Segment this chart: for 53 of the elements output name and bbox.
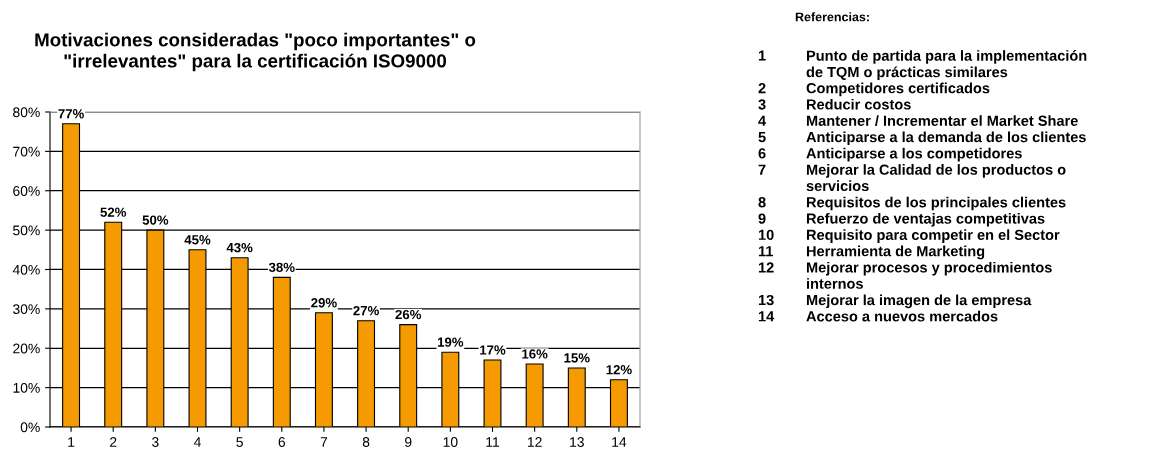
- y-tick-label: 50%: [13, 225, 40, 236]
- text: 8 Requisitos de los principales clientes: [758, 196, 1066, 211]
- x-tick-label: 4: [193, 437, 201, 447]
- x-tick-label: 9: [405, 437, 412, 447]
- text: 7 Mejorar la Calidad de los productos o servicios: [758, 164, 1066, 192]
- y-tick-label: 60%: [13, 186, 40, 196]
- data-label: 26%: [395, 309, 422, 320]
- text: 1 Punto de partida para la implementación de TQM o prácticas similares: [758, 50, 1087, 81]
- text: 5 Anticiparse a la demanda de los clientes: [758, 131, 1086, 146]
- x-tick-label: 12: [527, 437, 542, 447]
- text: 2 Competidores certificados: [758, 82, 990, 97]
- text: 10 Requisito para competir en el Sector: [758, 229, 1060, 243]
- data-label: 17%: [480, 345, 506, 355]
- x-tick-label: 1: [68, 437, 75, 447]
- text: 4 Mantener / Incrementar el Market Share: [758, 115, 1078, 127]
- x-tick-label: 11: [486, 437, 500, 447]
- y-tick-label: 20%: [13, 343, 40, 354]
- x-tick-label: 13: [570, 437, 584, 447]
- x-tick-label: 8: [362, 437, 370, 447]
- data-label: 50%: [142, 215, 169, 225]
- text: 9 Refuerzo de ventajas competitivas: [758, 213, 1045, 227]
- text: 13 Mejorar la imagen de la empresa: [758, 294, 1032, 309]
- text: 12 Mejorar procesos y procedimientos internos: [758, 261, 1052, 289]
- x-tick-label: 5: [236, 437, 243, 447]
- x-tick-label: 7: [320, 437, 328, 447]
- text: 11 Herramienta de Marketing: [758, 245, 985, 260]
- x-tick-label: 10: [443, 437, 458, 447]
- y-tick-label: 80%: [13, 107, 40, 118]
- data-label: 38%: [268, 262, 295, 273]
- y-tick-label: 0%: [20, 422, 40, 433]
- data-label: 43%: [226, 242, 253, 253]
- y-tick-label: 30%: [13, 304, 40, 315]
- data-label: 27%: [353, 305, 379, 316]
- text: 14 Acceso a nuevos mercados: [758, 310, 998, 322]
- chart-title: Motivaciones consideradas "poco importantes" o "irrelevantes" para la certificación ISO9000: [35, 32, 476, 72]
- text: Referencias:: [795, 12, 869, 22]
- text: 3 Reducir costos: [758, 98, 911, 110]
- data-label: 45%: [184, 235, 211, 245]
- data-label: 52%: [100, 207, 127, 217]
- y-tick-label: 40%: [12, 264, 40, 275]
- x-tick-label: 3: [152, 437, 159, 447]
- data-label: 15%: [564, 353, 590, 363]
- x-tick-label: 6: [278, 437, 286, 447]
- data-label: 12%: [606, 365, 632, 375]
- y-tick-label: 70%: [13, 146, 40, 157]
- data-label: 77%: [58, 109, 84, 119]
- data-label: 29%: [311, 298, 337, 308]
- data-label: 16%: [522, 349, 548, 359]
- x-tick-label: 2: [110, 437, 117, 447]
- x-tick-label: 14: [612, 437, 627, 447]
- data-label: 19%: [437, 337, 464, 347]
- text: 6 Anticiparse a los competidores: [758, 147, 1022, 162]
- y-tick-label: 10%: [13, 382, 40, 393]
